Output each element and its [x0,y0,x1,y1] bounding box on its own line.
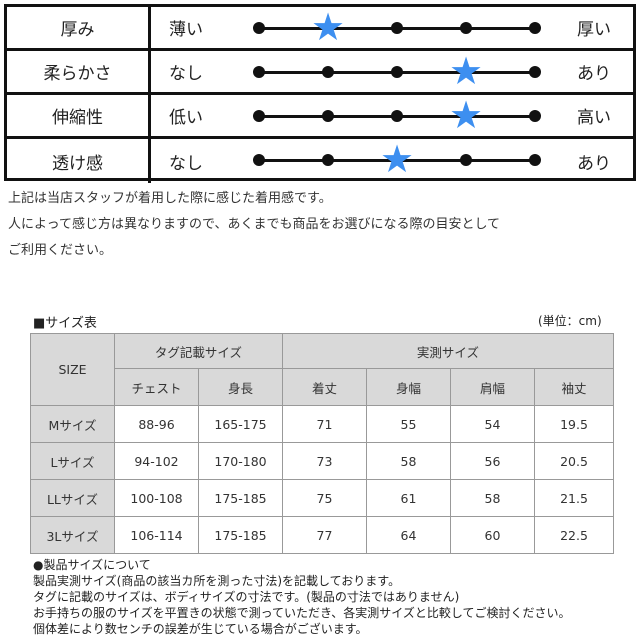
scale-dot [322,66,334,78]
size-label: LLサイズ [30,479,115,517]
size-value: 165-175 [198,405,283,443]
attribute-name: 伸縮性 [7,95,151,136]
size-value: 55 [366,405,451,443]
scale-dot [529,154,541,166]
fit-feel-row: 伸縮性 低い ★ 高い [7,95,633,139]
column-header: 身長 [198,368,283,406]
size-label: Mサイズ [30,405,115,443]
size-table: SIZE タグ記載サイズ 実測サイズ チェスト 身長 着丈 身幅 肩幅 袖丈 Mサイズ 88… [30,333,614,554]
column-header: チェスト [114,368,199,406]
table-row: Lサイズ 94-102 170-180 73 58 56 20.5 [30,442,614,480]
fit-feel-table: 厚み 薄い ★ 厚い 柔らかさ なし ★ あり 伸縮性 低い ★ 高い 透け感 なし … [4,4,636,183]
star-marker-icon: ★ [379,137,415,181]
actual-size-header: 実測サイズ [282,333,614,369]
size-value: 61 [366,479,451,517]
size-value: 21.5 [534,479,614,517]
scale-dot [460,22,472,34]
table-row: LLサイズ 100-108 175-185 75 61 58 21.5 [30,479,614,517]
star-marker-icon: ★ [448,93,484,137]
high-label: あり [577,64,611,84]
size-value: 58 [450,479,535,517]
scale-dot [253,110,265,122]
bottom-note: タグに記載のサイズは、ボディサイズの寸法です。(製品の寸法ではありません) [33,590,460,604]
size-value: 71 [282,405,367,443]
scale-dot [391,22,403,34]
high-label: あり [577,153,611,174]
scale-line [257,159,532,162]
tag-size-header: タグ記載サイズ [114,333,283,369]
fit-feel-row: 柔らかさ なし ★ あり [7,51,633,95]
low-label: なし [169,153,203,174]
column-header: 身幅 [366,368,451,406]
fit-feel-row: 厚み 薄い ★ 厚い [7,7,633,51]
size-value: 77 [282,516,367,554]
size-value: 94-102 [114,442,199,480]
bottom-note: 個体差により数センチの誤差が生じている場合がございます。 [33,622,368,636]
size-table-unit: (単位：cm) [538,314,602,328]
scale-dot [460,154,472,166]
size-value: 19.5 [534,405,614,443]
attribute-name: 透け感 [7,139,151,183]
size-value: 58 [366,442,451,480]
size-value: 175-185 [198,516,283,554]
scale-dot [529,22,541,34]
size-value: 170-180 [198,442,283,480]
attribute-name: 柔らかさ [7,51,151,92]
note-line: ご利用ください。 [8,243,113,258]
size-label: 3Lサイズ [30,516,115,554]
scale-dot [391,110,403,122]
size-value: 54 [450,405,535,443]
size-value: 175-185 [198,479,283,517]
attribute-name: 厚み [7,7,151,48]
note-line: 人によって感じ方は異なりますので、あくまでも商品をお選びになる際の目安として [8,217,501,232]
size-value: 88-96 [114,405,199,443]
note-line: 上記は当店スタッフが着用した際に感じた着用感です。 [8,191,332,206]
size-value: 106-114 [114,516,199,554]
size-value: 22.5 [534,516,614,554]
low-label: 薄い [169,20,203,40]
size-label: Lサイズ [30,442,115,480]
column-header: 袖丈 [534,368,614,406]
column-header: 着丈 [282,368,367,406]
table-row: Mサイズ 88-96 165-175 71 55 54 19.5 [30,405,614,443]
bottom-note: ●製品サイズについて [33,558,151,572]
size-value: 73 [282,442,367,480]
low-label: なし [169,64,203,84]
low-label: 低い [169,108,203,128]
star-marker-icon: ★ [310,5,346,49]
star-marker-icon: ★ [448,49,484,93]
fit-feel-row: 透け感 なし ★ あり [7,139,633,183]
scale-dot [322,154,334,166]
size-value: 100-108 [114,479,199,517]
scale-dot [253,22,265,34]
size-value: 60 [450,516,535,554]
scale-dot [253,154,265,166]
scale-dot [529,66,541,78]
scale-dot [322,110,334,122]
scale-dot [529,110,541,122]
size-value: 64 [366,516,451,554]
size-header: SIZE [30,333,115,406]
scale-dot [253,66,265,78]
high-label: 厚い [577,20,611,40]
scale-dot [391,66,403,78]
high-label: 高い [577,108,611,128]
size-value: 20.5 [534,442,614,480]
size-table-title: ■サイズ表 [33,316,97,331]
table-row: 3Lサイズ 106-114 175-185 77 64 60 22.5 [30,516,614,554]
size-value: 56 [450,442,535,480]
bottom-note: 製品実測サイズ(商品の該当カ所を測った寸法)を記載しております。 [33,574,401,588]
column-header: 肩幅 [450,368,535,406]
bottom-note: お手持ちの服のサイズを平置きの状態で測っていただき、各実測サイズと比較してご検討… [33,606,571,620]
size-value: 75 [282,479,367,517]
